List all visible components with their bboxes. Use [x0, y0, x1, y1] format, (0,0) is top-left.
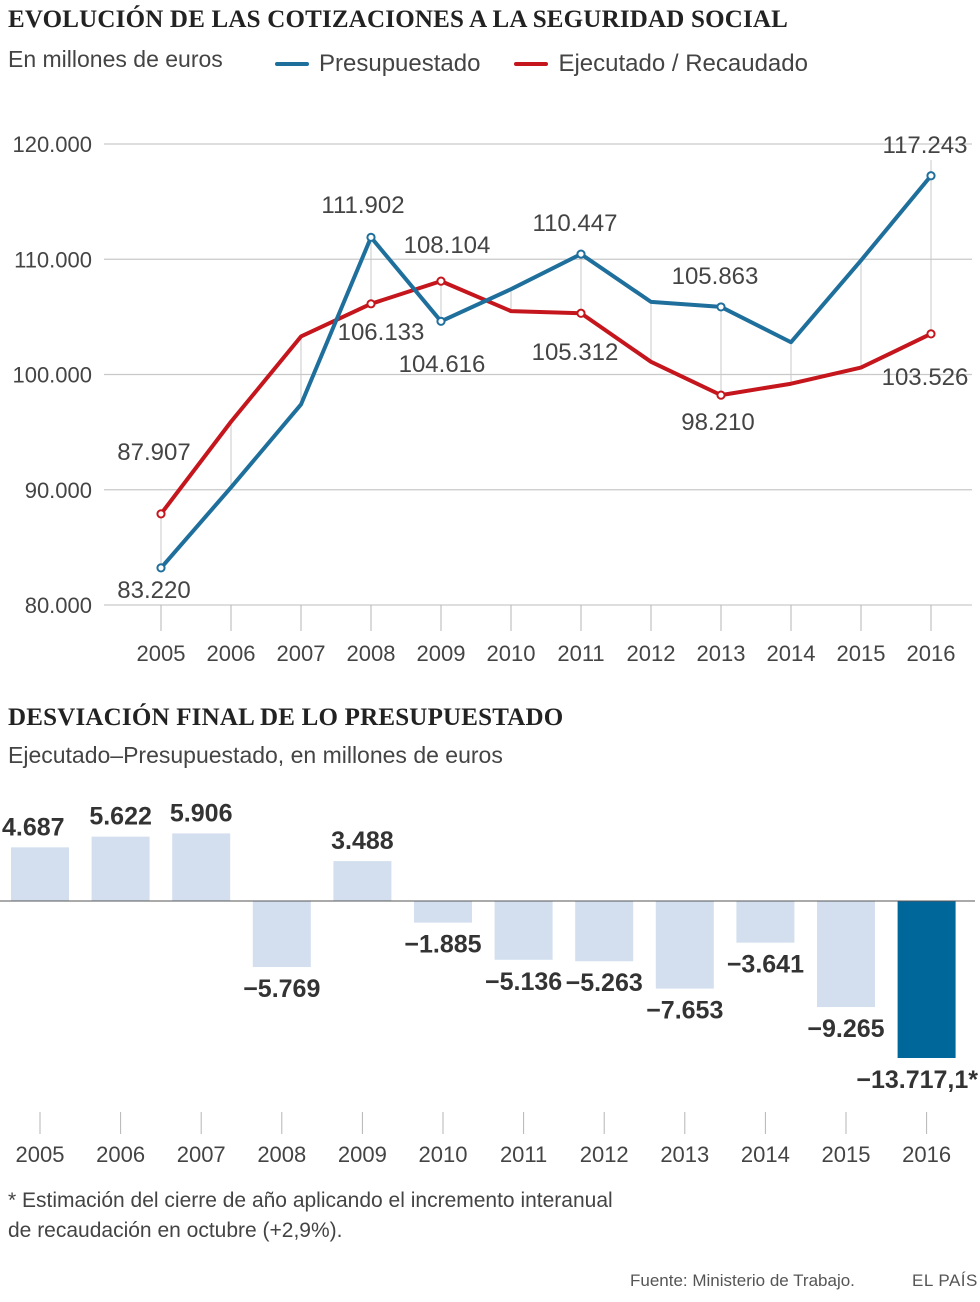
bar-value-label: −1.885 [404, 931, 481, 959]
x-tick-label: 2007 [177, 1142, 226, 1167]
bar [414, 901, 472, 923]
point-marker-presupuestado [576, 249, 586, 259]
x-tick-label: 2016 [902, 1142, 951, 1167]
y-tick-label: 110.000 [14, 247, 92, 272]
x-tick-label: 2010 [419, 1142, 468, 1167]
brand-logo: EL PAÍS [912, 1271, 978, 1290]
data-label-ejecutado: 103.526 [882, 364, 969, 391]
x-tick-label: 2015 [822, 1142, 871, 1167]
data-label-ejecutado: 106.133 [338, 319, 425, 346]
y-tick-label: 100.000 [12, 363, 92, 388]
data-label-ejecutado: 87.907 [117, 439, 190, 466]
series-line-presupuestado [159, 173, 933, 570]
x-tick-label: 2006 [207, 641, 256, 666]
data-label-presupuestado: 105.863 [672, 263, 759, 290]
bar-value-label: −3.641 [727, 951, 804, 979]
bar [575, 901, 634, 962]
y-tick-label: 90.000 [25, 478, 92, 503]
point-marker-presupuestado [436, 316, 446, 326]
bar [252, 901, 311, 968]
legend-label-presupuestado: Presupuestado [319, 50, 481, 77]
bar [736, 901, 795, 943]
bar [817, 901, 875, 1008]
x-tick-label: 2006 [96, 1142, 145, 1167]
x-tick-label: 2015 [837, 641, 886, 666]
bar [655, 901, 714, 989]
x-tick-label: 2005 [137, 641, 186, 666]
line-chart-title: EVOLUCIÓN DE LAS COTIZACIONES A LA SEGUR… [8, 6, 789, 33]
point-marker-ejecutado [436, 276, 446, 286]
bar-value-label: −7.653 [646, 997, 723, 1025]
data-label-ejecutado: 108.104 [404, 232, 491, 259]
x-tick-label: 2010 [487, 641, 536, 666]
x-tick-label: 2011 [557, 641, 604, 666]
point-marker-presupuestado [156, 563, 166, 573]
legend-item-ejecutado: Ejecutado / Recaudado [514, 50, 808, 78]
legend-item-presupuestado: Presupuestado [275, 50, 480, 78]
line-chart: 80.000 90.000 100.000 110.000 120.000 2005 200… [12, 132, 972, 666]
bar [897, 901, 956, 1058]
bar-chart-subtitle: Ejecutado–Presupuestado, en millones de … [8, 742, 503, 768]
footnote: * Estimación del cierre de año aplicando… [8, 1186, 613, 1246]
line-chart-subtitle: En millones de euros [8, 46, 223, 72]
x-tick-label: 2009 [417, 641, 466, 666]
bar [333, 861, 392, 901]
legend-label-ejecutado: Ejecutado / Recaudado [558, 50, 808, 77]
point-marker-ejecutado [716, 390, 726, 400]
x-tick-label: 2009 [338, 1142, 387, 1167]
bar-value-label: 5.906 [170, 799, 233, 827]
bar-value-label: 3.488 [331, 827, 394, 855]
point-marker-ejecutado [576, 308, 586, 318]
data-label-presupuestado: 104.616 [399, 351, 486, 378]
x-tick-label: 2008 [257, 1142, 306, 1167]
legend-swatch-presupuestado [275, 62, 309, 66]
bar-value-label: −9.265 [807, 1015, 884, 1043]
data-label-presupuestado: 83.220 [117, 577, 190, 604]
bar-value-label: −13.717,1* [856, 1066, 978, 1094]
y-tick-label: 80.000 [25, 593, 92, 618]
bar-value-label: 4.687 [2, 813, 65, 841]
point-marker-presupuestado [926, 171, 936, 181]
bar-value-label: −5.263 [566, 969, 643, 997]
x-tick-label: 2016 [907, 641, 956, 666]
x-tick-label: 2013 [697, 641, 746, 666]
series-line-ejecutado [159, 279, 933, 516]
x-tick-label: 2011 [500, 1142, 547, 1167]
point-marker-ejecutado [156, 509, 166, 519]
data-label-ejecutado: 105.312 [532, 339, 619, 366]
legend: Presupuestado Ejecutado / Recaudado [275, 50, 842, 78]
bar-value-label: −5.136 [485, 968, 562, 996]
legend-swatch-ejecutado [514, 62, 549, 66]
bar [91, 836, 150, 901]
bar-chart: 4.687 5.622 5.906 −5.769 3.488 −1.885−5.136 −5… [0, 799, 978, 1167]
x-tick-label: 2007 [277, 641, 326, 666]
x-tick-label: 2012 [580, 1142, 629, 1167]
x-tick-label: 2014 [741, 1142, 790, 1167]
bar [172, 833, 231, 901]
x-tick-label: 2014 [767, 641, 816, 666]
data-label-ejecutado: 98.210 [681, 409, 754, 436]
point-marker-presupuestado [716, 302, 726, 312]
bar [11, 847, 69, 901]
bar-value-label: 5.622 [89, 803, 152, 831]
x-tick-label: 2005 [16, 1142, 65, 1167]
point-marker-ejecutado [926, 329, 936, 339]
bar [494, 901, 553, 960]
data-label-presupuestado: 111.902 [321, 192, 404, 219]
bar-chart-title: DESVIACIÓN FINAL DE LO PRESUPUESTADO [8, 704, 564, 731]
footnote-line-1: * Estimación del cierre de año aplicando… [8, 1189, 613, 1212]
x-tick-label: 2008 [347, 641, 396, 666]
point-marker-presupuestado [366, 232, 376, 242]
source-note: Fuente: Ministerio de Trabajo. [630, 1271, 855, 1290]
footnote-line-2: de recaudación en octubre (+2,9%). [8, 1219, 343, 1242]
bar-value-label: −5.769 [243, 975, 320, 1003]
x-tick-label: 2012 [627, 641, 676, 666]
x-tick-label: 2013 [660, 1142, 709, 1167]
y-tick-label: 120.000 [12, 132, 92, 157]
point-marker-ejecutado [366, 299, 376, 309]
data-label-presupuestado: 117.243 [883, 132, 968, 159]
data-label-presupuestado: 110.447 [533, 210, 618, 237]
